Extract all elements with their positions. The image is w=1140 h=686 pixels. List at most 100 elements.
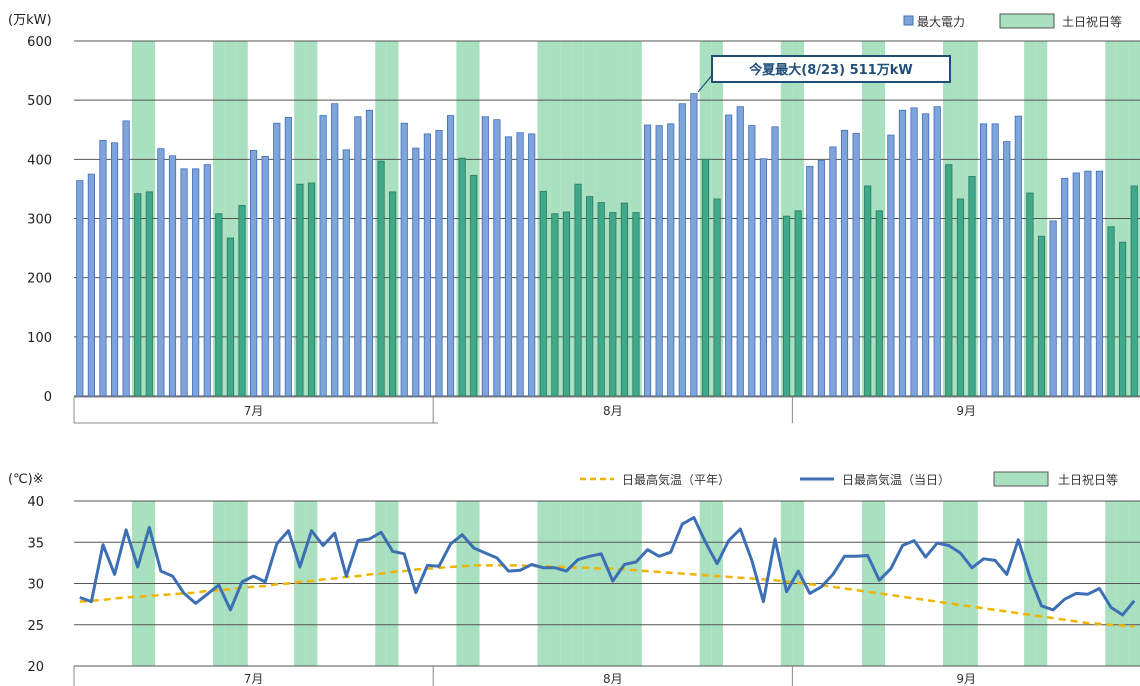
legend-label-normal-temp: 日最高気温（平年） <box>622 472 730 487</box>
bar <box>365 109 374 397</box>
bar <box>76 180 84 397</box>
bar <box>1119 241 1127 397</box>
bar <box>690 93 698 397</box>
bar <box>678 103 686 397</box>
bar <box>539 190 547 397</box>
annotation-box <box>711 55 951 83</box>
bar <box>620 202 628 397</box>
bar <box>840 129 849 397</box>
bar <box>759 158 768 397</box>
y-tick-label: 100 <box>27 331 52 346</box>
bar <box>342 149 350 397</box>
bar <box>87 173 95 397</box>
bar <box>817 160 825 397</box>
y-tick-label: 30 <box>27 578 44 593</box>
bar <box>307 182 316 397</box>
bar <box>771 126 779 397</box>
y-tick-label: 25 <box>27 619 44 634</box>
bar <box>945 164 953 397</box>
bar <box>319 115 327 397</box>
bar <box>423 133 431 397</box>
legend-label-max-power: 最大電力 <box>917 15 965 29</box>
month-label: 7月 <box>244 404 264 418</box>
bar <box>134 193 142 397</box>
bar <box>273 122 281 397</box>
y-tick-label: 20 <box>27 660 44 675</box>
bar <box>504 136 513 397</box>
bar <box>806 166 814 397</box>
bar <box>412 147 420 397</box>
bar <box>528 133 536 397</box>
bar <box>713 198 721 397</box>
bar <box>852 132 860 397</box>
month-label: 9月 <box>956 672 976 686</box>
bar <box>168 155 177 397</box>
bar <box>296 183 304 397</box>
bar <box>122 120 130 397</box>
month-label: 8月 <box>603 672 623 686</box>
bar <box>725 114 733 397</box>
bar <box>377 160 385 397</box>
bar <box>1037 235 1046 397</box>
peak-annotation: 今夏最大(8/23) 511万kW <box>697 55 951 93</box>
annotation-text: 今夏最大(8/23) 511万kW <box>748 62 912 78</box>
bar <box>794 210 802 397</box>
bar <box>284 116 292 397</box>
bar <box>446 115 455 397</box>
bar <box>157 148 165 397</box>
bar <box>145 191 153 397</box>
bar <box>481 116 489 397</box>
y-tick-label: 600 <box>27 35 52 50</box>
bar <box>400 122 408 397</box>
bar <box>956 198 964 397</box>
bar <box>1014 115 1022 397</box>
bar <box>203 164 211 397</box>
bar <box>261 155 269 397</box>
bar <box>238 205 246 397</box>
bar <box>922 113 930 397</box>
month-label: 9月 <box>956 404 976 418</box>
legend-label-holiday-bottom: 土日祝日等 <box>1058 473 1118 487</box>
bar <box>1061 177 1069 397</box>
bar <box>99 139 107 397</box>
bar <box>898 109 907 397</box>
y-tick-label: 400 <box>27 153 52 168</box>
bar <box>250 150 258 397</box>
bar <box>1084 170 1092 397</box>
y-tick-label: 200 <box>27 272 52 287</box>
bar <box>1072 172 1080 397</box>
bar <box>493 119 501 397</box>
bar <box>1095 170 1104 397</box>
y-tick-label: 35 <box>27 536 44 551</box>
bar <box>875 210 883 397</box>
bar <box>1003 141 1011 397</box>
bar <box>748 125 756 397</box>
bar <box>192 168 200 397</box>
bar <box>458 157 466 397</box>
legend-swatch-max-power <box>903 15 914 26</box>
series-line-daily-temp <box>79 516 1136 617</box>
bar <box>632 212 640 397</box>
bar <box>1130 185 1138 397</box>
bar <box>864 185 872 397</box>
bar <box>783 215 791 397</box>
bar <box>1026 192 1034 397</box>
bar <box>354 116 362 397</box>
legend-label-holiday: 土日祝日等 <box>1062 15 1122 29</box>
bar <box>215 213 223 397</box>
month-label: 8月 <box>603 404 623 418</box>
bar <box>110 142 119 397</box>
bar <box>643 124 652 397</box>
bar <box>1049 220 1057 397</box>
bar <box>586 196 594 397</box>
legend-swatch-holiday <box>999 13 1055 29</box>
top-ylabel: (万kW) <box>8 13 52 28</box>
bar <box>562 211 571 397</box>
bottom-legend: 日最高気温（平年） 日最高気温（当日） 土日祝日等 <box>580 471 1118 487</box>
y-tick-label: 500 <box>27 94 52 109</box>
bar <box>829 146 837 397</box>
y-tick-label: 40 <box>27 495 44 510</box>
bar <box>597 202 605 397</box>
